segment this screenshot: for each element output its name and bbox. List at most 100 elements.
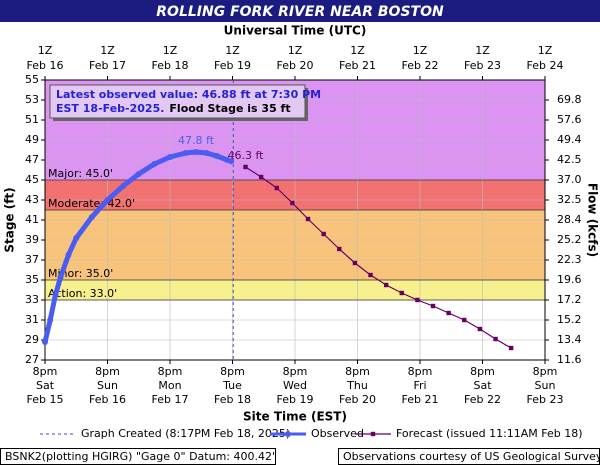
x2-tick-label: Feb 18	[152, 59, 189, 72]
info-line: EST 18-Feb-2025. Flood Stage is 35 ft	[56, 102, 291, 115]
forecast-point	[274, 185, 279, 191]
forecast-point	[290, 200, 295, 206]
y2-tick-label: 69.8	[557, 93, 582, 106]
flood-stage-note: Flood Stage is 35 ft	[169, 102, 290, 115]
peak-label: 46.3 ft	[228, 149, 265, 162]
info-line: Latest observed value: 46.88 ft at 7:30 …	[56, 88, 321, 101]
legend-swatch	[370, 431, 376, 437]
y-tick-label: 31	[25, 313, 39, 326]
forecast-point	[493, 336, 498, 342]
observed-point	[182, 150, 189, 156]
chart-title: ROLLING FORK RIVER NEAR BOSTON	[156, 4, 444, 20]
y2-tick-label: 22.3	[557, 253, 582, 266]
forecast-point	[446, 310, 451, 316]
series-line	[245, 166, 512, 349]
observed-point	[42, 339, 48, 345]
x2-tick-label: 1Z	[225, 44, 240, 57]
observed-point	[193, 149, 200, 155]
x-tick-label: Sat	[36, 379, 55, 392]
x-tick-label: Sun	[535, 379, 556, 392]
footer-right: Observations courtesy of US Geological S…	[343, 450, 600, 463]
y-tick-label: 45	[25, 173, 39, 186]
x-tick-label: Feb 15	[27, 393, 64, 406]
x-tick-label: 8pm	[345, 365, 370, 378]
y2-tick-label: 49.4	[557, 133, 582, 146]
x2-tick-label: 1Z	[38, 44, 53, 57]
info-box	[49, 84, 306, 119]
observed-point	[47, 317, 54, 323]
y2-tick-label: 37.0	[557, 173, 582, 186]
threshold-label: Action: 33.0'	[48, 287, 117, 300]
forecast-point	[383, 282, 389, 288]
x-tick-label: Feb 22	[464, 393, 501, 406]
forecast-point	[305, 216, 311, 222]
forecast-point	[430, 303, 436, 309]
y-tick-label: 37	[25, 253, 39, 266]
x-tick-label: Feb 18	[214, 393, 251, 406]
y2-tick-label: 15.2	[557, 313, 582, 326]
x-tick-label: Tue	[222, 379, 242, 392]
observed-point	[120, 183, 127, 189]
x-tick-label: Sun	[97, 379, 118, 392]
legend-swatch	[285, 431, 291, 437]
x2-tick-label: Feb 16	[27, 59, 64, 72]
observed-point	[135, 171, 142, 177]
observed-point	[57, 274, 64, 280]
x2-tick-label: 1Z	[288, 44, 303, 57]
x-tick-label: Wed	[283, 379, 307, 392]
observed-point	[228, 158, 235, 165]
forecast-point	[337, 246, 342, 252]
x2-tick-label: Feb 23	[464, 59, 501, 72]
x-tick-label: Feb 23	[527, 393, 564, 406]
peak-label: 47.8 ft	[178, 134, 215, 147]
x2-tick-label: Feb 20	[277, 59, 314, 72]
forecast-point	[415, 297, 420, 303]
forecast-point	[508, 345, 514, 351]
observed-point	[203, 150, 210, 156]
forecast-point	[368, 272, 373, 278]
y-tick-label: 43	[25, 193, 39, 206]
x-tick-label: Feb 19	[277, 393, 314, 406]
forecast-point	[462, 317, 467, 323]
forecast-point	[352, 260, 358, 266]
footer-left: BSNK2(plotting HGIRG) "Gage 0" Datum: 40…	[5, 450, 275, 463]
y-tick-label: 33	[25, 293, 39, 306]
legend-label: Forecast (issued 11:11AM Feb 18)	[396, 427, 583, 440]
y-tick-label: 53	[25, 93, 39, 106]
observed-point	[151, 161, 158, 167]
y2-tick-label: 11.6	[557, 353, 582, 366]
observed-point	[52, 292, 59, 298]
x2-tick-label: Feb 21	[339, 59, 376, 72]
x2-tick-label: 1Z	[163, 44, 178, 57]
observed-point	[167, 154, 173, 160]
legend-label: Observed	[311, 427, 364, 440]
x2-tick-label: 1Z	[100, 44, 115, 57]
x2-tick-label: 1Z	[413, 44, 428, 57]
y2-tick-label: 19.6	[557, 273, 582, 286]
x2-tick-label: 1Z	[475, 44, 490, 57]
y-tick-label: 55	[25, 73, 39, 86]
x-tick-label: 8pm	[283, 365, 308, 378]
x-tick-label: Mon	[158, 379, 181, 392]
forecast-point	[258, 174, 264, 180]
y-tick-label: 39	[25, 233, 39, 246]
x2-tick-label: Feb 17	[89, 59, 126, 72]
x-tick-label: 8pm	[408, 365, 433, 378]
y2-tick-label: 25.2	[557, 233, 582, 246]
y2-tick-label: 42.5	[557, 153, 582, 166]
y-tick-label: 47	[25, 153, 39, 166]
x-tick-label: 8pm	[470, 365, 495, 378]
y2-tick-label: 32.5	[557, 193, 582, 206]
y-tick-label: 41	[25, 213, 39, 226]
y-tick-label: 35	[25, 273, 39, 286]
threshold-label: Moderate: 42.0'	[48, 197, 135, 210]
observed-point	[213, 153, 220, 159]
y-tick-label: 27	[25, 353, 39, 366]
x-tick-label: Sat	[473, 379, 492, 392]
title-bar	[0, 0, 600, 22]
x-tick-label: 8pm	[95, 365, 120, 378]
observed-point	[88, 214, 95, 220]
y-tick-label: 29	[25, 333, 39, 346]
x-tick-label: Feb 20	[339, 393, 376, 406]
